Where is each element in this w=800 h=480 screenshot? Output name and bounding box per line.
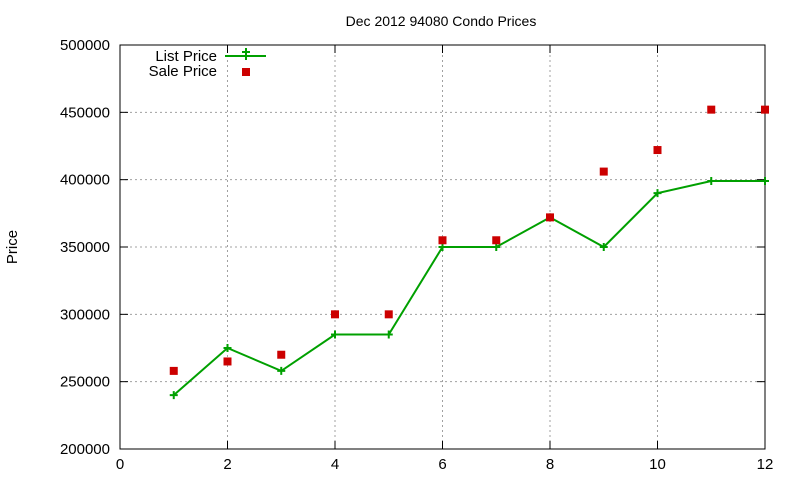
y-tick-label: 400000 <box>60 172 110 189</box>
list-price-point <box>599 243 608 251</box>
list-price-point <box>707 177 716 186</box>
sale-price-point <box>653 146 662 155</box>
sale-price-point <box>438 236 447 245</box>
sale-price-point <box>169 366 178 375</box>
list-price-point <box>438 243 447 251</box>
sale-price-point <box>599 167 608 176</box>
sale-price-point <box>761 105 769 114</box>
list-price-line <box>173 180 765 396</box>
y-tick-label: 500000 <box>60 37 110 54</box>
sale-price-point <box>707 105 716 114</box>
y-tick-label: 300000 <box>60 306 110 323</box>
sale-price-point <box>492 236 501 245</box>
axes: 0 2 4 6 8 10 12 200000 250000 300000 350000 400000 4… <box>60 37 773 473</box>
x-tick-label: 12 <box>757 456 774 473</box>
list-price-point <box>169 391 178 400</box>
y-tick-label: 350000 <box>60 239 110 256</box>
series-layer <box>169 105 769 400</box>
list-price-point <box>331 330 339 339</box>
plot-frame <box>119 44 766 450</box>
x-tick-label: 2 <box>223 456 231 473</box>
list-price-point <box>223 344 232 352</box>
legend-label-sale-price: Sale Price <box>149 63 217 80</box>
x-tick-label: 4 <box>331 456 339 473</box>
x-tick-label: 8 <box>546 456 554 473</box>
sale-price-point <box>546 213 554 222</box>
list-price-point <box>277 366 286 375</box>
y-tick-label: 200000 <box>60 441 110 458</box>
list-price-point <box>492 243 501 251</box>
sale-price-point <box>277 350 286 359</box>
list-price-point <box>653 189 662 198</box>
list-price-point <box>384 330 393 339</box>
x-tick-label: 10 <box>649 456 666 473</box>
chart-title: Dec 2012 94080 Condo Prices <box>346 13 537 29</box>
legend-marker-sale-price <box>242 68 250 76</box>
sale-price-point <box>331 310 339 319</box>
list-price-point <box>761 177 769 186</box>
sale-price-point <box>223 357 232 366</box>
y-tick-label: 250000 <box>60 374 110 391</box>
legend-marker-list-price <box>242 48 250 60</box>
x-tick-label: 6 <box>438 456 446 473</box>
sale-price-point <box>384 310 393 319</box>
legend-label-list-price: List Price <box>155 48 217 65</box>
y-tick-label: 450000 <box>60 104 110 121</box>
x-tick-label: 0 <box>116 456 124 473</box>
y-axis-label: Price <box>4 230 21 264</box>
legend: List Price Sale Price <box>149 48 266 80</box>
